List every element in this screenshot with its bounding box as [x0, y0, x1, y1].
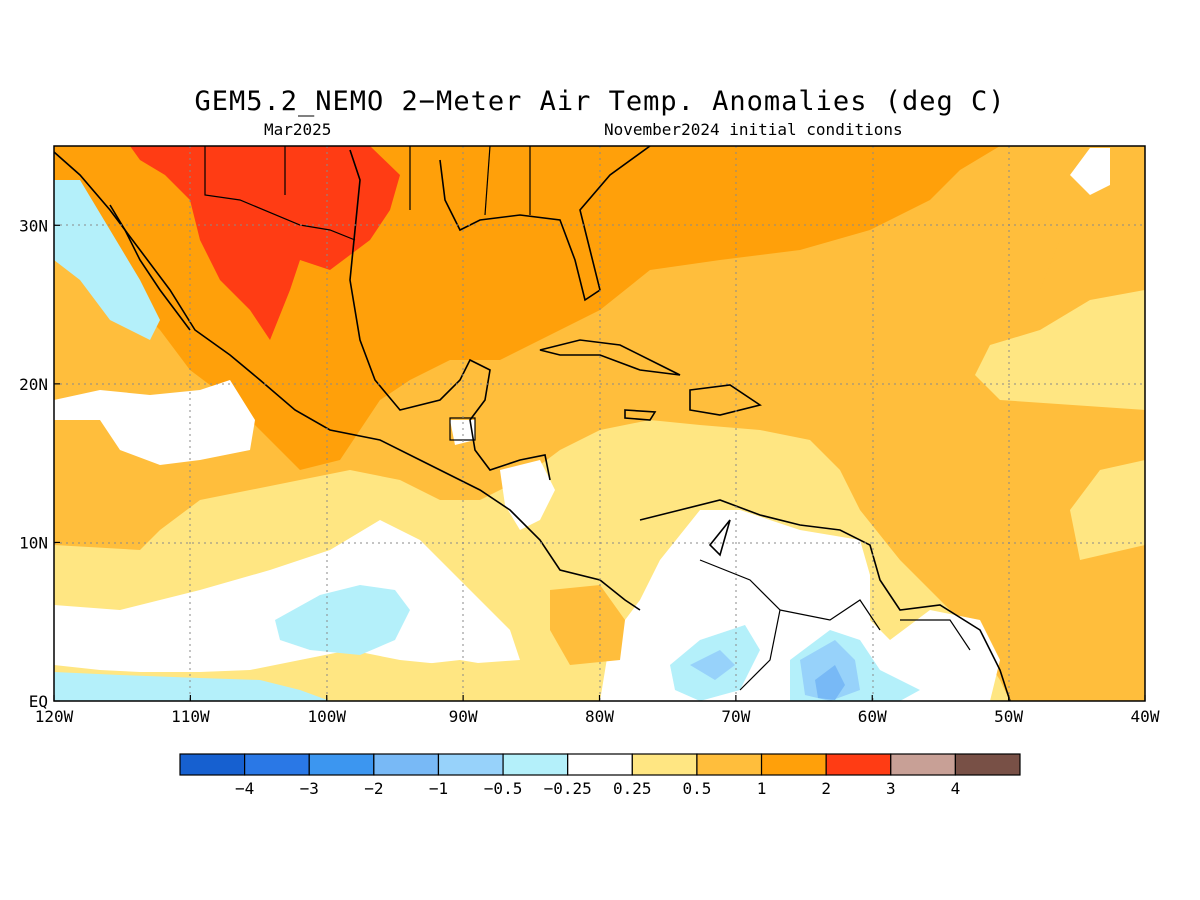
colorbar-swatch: [567, 753, 633, 776]
initial-conditions-label: November2024 initial conditions: [604, 120, 903, 139]
lat-tick-label: EQ: [29, 692, 48, 711]
coastlines: [54, 146, 1011, 701]
colorbar-label: −0.25: [544, 779, 592, 798]
valid-month-label: Mar2025: [264, 120, 332, 139]
colorbar-swatch: [696, 753, 763, 776]
graticule: [54, 146, 1145, 701]
colorbar-label: 3: [886, 779, 896, 798]
colorbar-label: −3: [300, 779, 319, 798]
lat-tick-label: 10N: [19, 533, 48, 552]
colorbar-label: 2: [821, 779, 831, 798]
colorbar-swatch: [179, 753, 246, 776]
colorbar-swatch: [308, 753, 375, 776]
lon-tick-label: 40W: [1131, 707, 1160, 726]
lon-tick-label: 50W: [994, 707, 1023, 726]
lon-tick-label: 110W: [171, 707, 210, 726]
anomaly-field: [54, 146, 1145, 701]
neutral-pacific-south: [54, 520, 520, 672]
colorbar-swatch: [760, 753, 827, 776]
chart-title: GEM5.2_NEMO 2−Meter Air Temp. Anomalies …: [194, 86, 1006, 117]
lon-tick-label: 120W: [35, 707, 74, 726]
cool-pacific-south: [275, 585, 410, 655]
warm-pacific-equator: [415, 660, 540, 701]
lon-tick-label: 80W: [585, 707, 614, 726]
lon-tick-label: 60W: [858, 707, 887, 726]
colorbar-label: 1: [757, 779, 767, 798]
cool-mid-west: [690, 650, 735, 680]
longitude-labels: 120W 110W 100W 90W 80W 70W 60W 50W 40W: [35, 707, 1160, 726]
colorbar-label: 0.25: [613, 779, 652, 798]
lon-tick-label: 90W: [449, 707, 478, 726]
neutral-north-atlantic: [1070, 148, 1110, 195]
colorbar-swatch: [502, 753, 569, 776]
colorbar-swatch: [437, 753, 504, 776]
colorbar-swatch: [890, 753, 956, 776]
colorbar: [179, 753, 1021, 776]
neutral-pacific: [54, 380, 255, 465]
colorbar-label: 4: [951, 779, 961, 798]
cool-baja: [54, 180, 160, 340]
hot-northern-mexico: [130, 146, 400, 340]
colorbar-swatch: [373, 753, 440, 776]
colorbar-swatch: [954, 753, 1021, 776]
colorbar-label: −2: [364, 779, 383, 798]
colorbar-labels: −4 −3 −2 −1 −0.5 −0.25 0.25 0.5 1 2 3 4: [235, 779, 960, 798]
lat-tick-label: 30N: [19, 216, 48, 235]
cool-equator-west: [54, 672, 330, 701]
colorbar-swatch: [631, 753, 698, 776]
latitude-labels: EQ 10N 20N 30N: [19, 216, 48, 711]
borders: [204, 146, 971, 691]
colorbar-label: −0.5: [484, 779, 523, 798]
neutral-caribbean-isthmus: [500, 460, 555, 530]
lat-tick-label: 20N: [19, 375, 48, 394]
mid-warm-pacific-west: [54, 410, 105, 505]
colorbar-swatch: [825, 753, 892, 776]
axis-ticks: [53, 224, 1146, 702]
cool-strong-amazon: [815, 665, 845, 700]
warm-colombia-coast: [550, 585, 625, 665]
colorbar-label: 0.5: [682, 779, 711, 798]
lon-tick-label: 70W: [721, 707, 750, 726]
lon-tick-label: 100W: [307, 707, 346, 726]
neutral-honduras: [450, 420, 475, 445]
colorbar-swatch: [244, 753, 310, 776]
colorbar-label: −1: [429, 779, 448, 798]
colorbar-label: −4: [235, 779, 254, 798]
